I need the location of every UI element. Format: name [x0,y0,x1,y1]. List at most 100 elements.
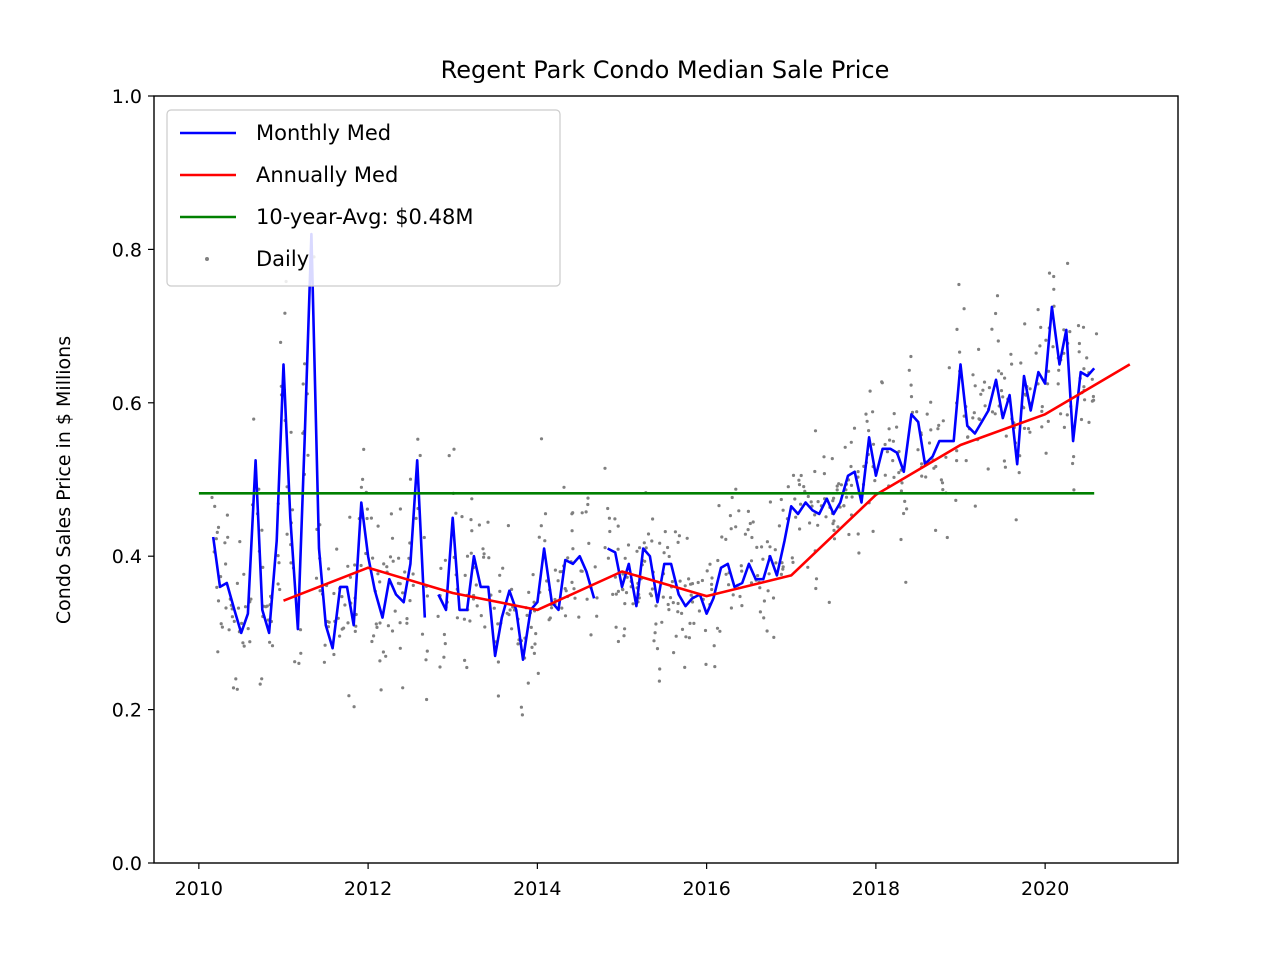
daily-point [375,625,379,630]
daily-point [700,578,705,583]
daily-point [584,510,588,514]
daily-point [1047,369,1051,373]
daily-point [486,520,490,524]
daily-point [1090,377,1094,381]
daily-point [527,590,531,595]
daily-point [405,621,409,625]
daily-point [1081,325,1086,329]
chart-title: Regent Park Condo Median Sale Price [441,56,890,84]
daily-point [289,561,293,565]
daily-point [644,546,648,550]
daily-point [277,561,281,565]
daily-point [566,556,570,560]
daily-point [290,508,295,512]
daily-point [498,589,502,594]
daily-point [1082,367,1086,371]
daily-point [496,660,500,664]
daily-point [955,459,959,463]
daily-point [603,546,607,550]
daily-point [966,435,970,439]
daily-point [226,535,230,539]
daily-point [856,470,860,474]
daily-point [215,530,219,535]
daily-point [962,307,966,311]
daily-point [678,579,682,583]
daily-point [927,441,932,445]
daily-point [505,611,509,615]
daily-point [724,537,728,542]
daily-point [768,500,773,504]
daily-point [646,532,651,536]
daily-point [283,311,287,315]
daily-point [653,631,657,635]
daily-point [1017,471,1021,475]
daily-point [842,504,846,508]
daily-point [454,511,458,515]
daily-point [398,621,402,625]
daily-point [385,565,389,569]
daily-point [781,508,785,512]
daily-point [1026,427,1031,431]
daily-point [606,556,611,560]
daily-point [892,475,896,479]
daily-point [813,429,818,433]
daily-point [1076,324,1081,328]
daily-point [220,625,224,629]
daily-point [534,632,538,636]
daily-point [371,556,375,560]
daily-point [822,455,826,459]
daily-point [654,622,658,626]
daily-point [814,586,818,591]
daily-point [270,644,275,648]
daily-point [398,646,402,650]
daily-point [849,464,853,469]
daily-point [474,583,478,587]
daily-point [937,423,941,427]
daily-point [352,705,356,709]
legend-entry: Annually Med [256,163,398,187]
daily-point [690,600,695,604]
daily-point [993,412,997,416]
daily-point [570,529,574,533]
legend-box [166,109,561,287]
daily-point [671,601,675,605]
daily-point [463,573,467,578]
daily-point [895,425,899,429]
daily-point [1036,308,1040,312]
daily-point [301,382,305,386]
daily-point [242,644,246,648]
daily-point [986,467,990,471]
daily-point [580,511,584,515]
daily-point [666,602,670,607]
daily-point [348,575,352,579]
daily-point [822,472,827,476]
daily-point [746,509,751,513]
daily-point [481,547,485,551]
daily-point [712,644,716,648]
daily-point [403,570,407,574]
daily-point [1028,430,1032,434]
daily-point [492,606,496,610]
daily-point [1044,451,1048,455]
daily-point [891,439,896,443]
daily-point [888,438,892,442]
daily-point [765,540,770,544]
daily-point [465,554,470,558]
daily-point [924,475,928,479]
daily-point [839,483,844,487]
daily-point [802,485,806,489]
daily-point [936,427,940,431]
daily-point [374,622,378,626]
daily-point [934,464,938,469]
daily-point [265,604,269,608]
daily-point [623,556,627,560]
daily-point [650,587,655,591]
daily-point [1004,434,1008,438]
daily-point [680,627,685,632]
daily-point [944,455,948,459]
daily-point [734,525,738,529]
daily-point [496,622,500,626]
daily-point [384,654,388,658]
daily-point [1065,413,1069,417]
